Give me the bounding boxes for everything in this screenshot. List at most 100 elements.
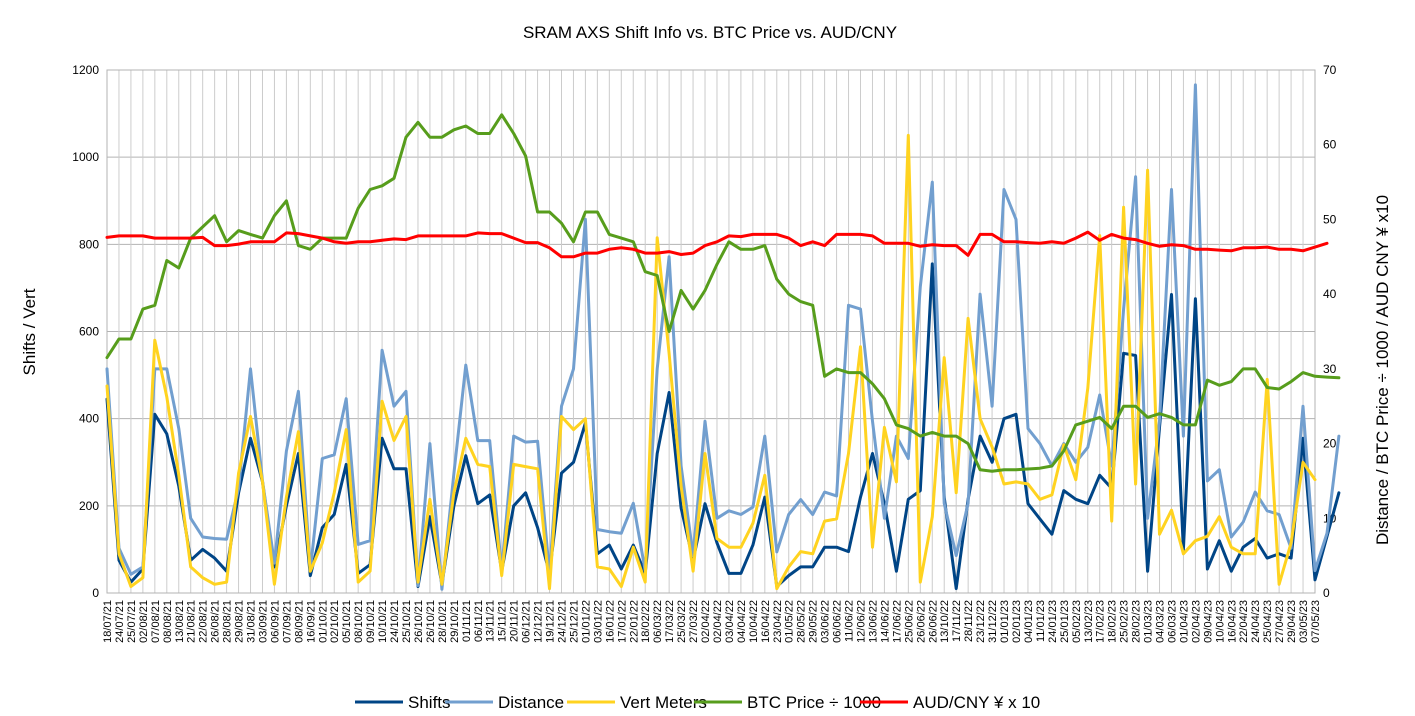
x-tick-label: 03/04/22 xyxy=(724,600,736,643)
x-tick-label: 22/04/23 xyxy=(1238,600,1250,643)
x-tick-label: 20/11/21 xyxy=(509,600,521,642)
x-tick-label: 26/08/21 xyxy=(210,600,222,643)
x-tick-label: 02/08/21 xyxy=(138,600,150,643)
right-tick-label: 0 xyxy=(1323,586,1330,600)
x-tick-label: 27/04/23 xyxy=(1274,600,1286,643)
series-lines xyxy=(105,83,1341,591)
chart-title: SRAM AXS Shift Info vs. BTC Price vs. AU… xyxy=(523,23,897,42)
x-tick-label: 04/01/23 xyxy=(1023,600,1035,643)
x-tick-label: 25/07/21 xyxy=(126,600,138,643)
x-tick-label: 01/05/22 xyxy=(784,600,796,643)
legend: Shifts Distance Vert Meters BTC Price ÷ 100… xyxy=(355,693,1040,712)
left-tick-label: 800 xyxy=(79,237,99,251)
x-tick-label: 13/10/22 xyxy=(939,600,951,643)
left-tick-label: 600 xyxy=(79,325,99,339)
x-tick-label: 29/04/23 xyxy=(1286,600,1298,643)
x-tick-label: 01/03/23 xyxy=(1143,600,1155,643)
x-axis-ticks: 18/07/21 24/07/21 25/07/21 02/08/21 07/08/21… xyxy=(102,600,1322,643)
x-tick-label: 25/04/23 xyxy=(1262,600,1274,643)
x-tick-label: 02/04/23 xyxy=(1190,600,1202,643)
x-tick-label: 16/01/22 xyxy=(604,600,616,643)
x-tick-label: 06/12/21 xyxy=(521,600,533,643)
right-tick-label: 40 xyxy=(1323,287,1337,301)
x-tick-label: 08/09/21 xyxy=(293,600,305,643)
x-tick-label: 29/05/22 xyxy=(808,600,820,643)
x-tick-label: 29/08/21 xyxy=(234,600,246,643)
x-tick-label: 02/04/22 xyxy=(712,600,724,643)
x-tick-label: 14/06/22 xyxy=(879,600,891,643)
x-tick-label: 13/06/22 xyxy=(867,600,879,643)
x-tick-label: 29/10/21 xyxy=(449,600,461,643)
x-tick-label: 03/05/23 xyxy=(1298,600,1310,643)
x-tick-label: 25/01/23 xyxy=(1059,600,1071,643)
x-tick-label: 10/04/23 xyxy=(1214,600,1226,643)
legend-label: Vert Meters xyxy=(620,693,707,712)
x-tick-label: 04/04/22 xyxy=(736,600,748,643)
x-tick-label: 06/06/22 xyxy=(832,600,844,643)
right-tick-label: 50 xyxy=(1323,212,1337,226)
x-tick-label: 16/04/22 xyxy=(760,600,772,643)
x-tick-label: 26/06/22 xyxy=(915,600,927,643)
legend-label: Shifts xyxy=(408,693,451,712)
x-tick-label: 23/12/22 xyxy=(975,600,987,643)
x-tick-label: 22/01/22 xyxy=(628,600,640,643)
x-tick-label: 23/04/22 xyxy=(772,600,784,643)
legend-label: BTC Price ÷ 1000 xyxy=(747,693,881,712)
right-tick-label: 20 xyxy=(1323,437,1337,451)
x-tick-label: 10/04/22 xyxy=(748,600,760,643)
x-tick-label: 05/02/23 xyxy=(1071,600,1083,643)
left-tick-label: 0 xyxy=(92,586,99,600)
x-tick-label: 24/04/23 xyxy=(1250,600,1262,643)
x-tick-label: 06/11/21 xyxy=(473,600,485,642)
x-tick-label: 03/01/22 xyxy=(592,600,604,643)
x-tick-label: 28/11/22 xyxy=(963,600,975,642)
x-tick-label: 07/08/21 xyxy=(150,600,162,643)
x-tick-label: 03/09/21 xyxy=(257,600,269,643)
left-axis-label: Shifts / Vert xyxy=(20,288,39,375)
left-axis-ticks: 0 200 400 600 800 1000 1200 xyxy=(72,63,99,600)
x-tick-label: 16/04/23 xyxy=(1226,600,1238,643)
right-tick-label: 60 xyxy=(1323,138,1337,152)
x-tick-label: 18/07/21 xyxy=(102,600,114,643)
x-tick-label: 24/10/21 xyxy=(389,600,401,643)
x-tick-label: 25/10/21 xyxy=(401,600,413,643)
x-tick-label: 19/12/21 xyxy=(545,600,557,643)
x-tick-label: 17/02/23 xyxy=(1095,600,1107,643)
x-tick-label: 27/03/22 xyxy=(688,600,700,643)
x-tick-label: 01/11/21 xyxy=(461,600,473,642)
x-tick-label: 06/09/21 xyxy=(269,600,281,643)
x-tick-label: 01/10/21 xyxy=(317,600,329,643)
plot-area-border xyxy=(106,69,1316,594)
right-tick-label: 30 xyxy=(1323,362,1337,376)
x-tick-label: 24/12/21 xyxy=(556,600,568,643)
x-tick-label: 01/01/22 xyxy=(580,600,592,643)
x-tick-label: 12/12/21 xyxy=(533,600,545,643)
x-tick-label: 28/08/21 xyxy=(222,600,234,643)
grid xyxy=(106,69,1316,594)
x-tick-label: 12/06/22 xyxy=(856,600,868,643)
x-tick-label: 02/10/21 xyxy=(329,600,341,643)
legend-label: Distance xyxy=(498,693,564,712)
series-line-vert-meters xyxy=(105,133,1317,591)
x-tick-label: 13/08/21 xyxy=(174,600,186,643)
x-tick-label: 18/02/23 xyxy=(1107,600,1119,643)
x-tick-label: 22/08/21 xyxy=(198,600,210,643)
x-tick-label: 21/08/21 xyxy=(186,600,198,643)
x-tick-label: 15/11/21 xyxy=(497,600,509,642)
x-tick-label: 25/02/23 xyxy=(1119,600,1131,643)
x-tick-label: 06/03/22 xyxy=(652,600,664,643)
x-tick-label: 17/11/22 xyxy=(951,600,963,642)
x-tick-label: 24/01/23 xyxy=(1047,600,1059,643)
x-tick-label: 07/05/23 xyxy=(1310,600,1322,643)
series-line-aud-cny-x-10 xyxy=(105,230,1329,259)
right-axis-label: Distance / BTC Price ÷ 1000 / AUD CNY ¥ … xyxy=(1373,195,1392,545)
x-tick-label: 11/01/23 xyxy=(1035,600,1047,642)
x-tick-label: 31/08/21 xyxy=(246,600,258,643)
x-tick-label: 10/10/21 xyxy=(377,600,389,643)
x-tick-label: 16/09/21 xyxy=(305,600,317,643)
x-tick-label: 08/08/21 xyxy=(162,600,174,643)
series-line-distance xyxy=(105,83,1341,591)
x-tick-label: 25/03/22 xyxy=(676,600,688,643)
